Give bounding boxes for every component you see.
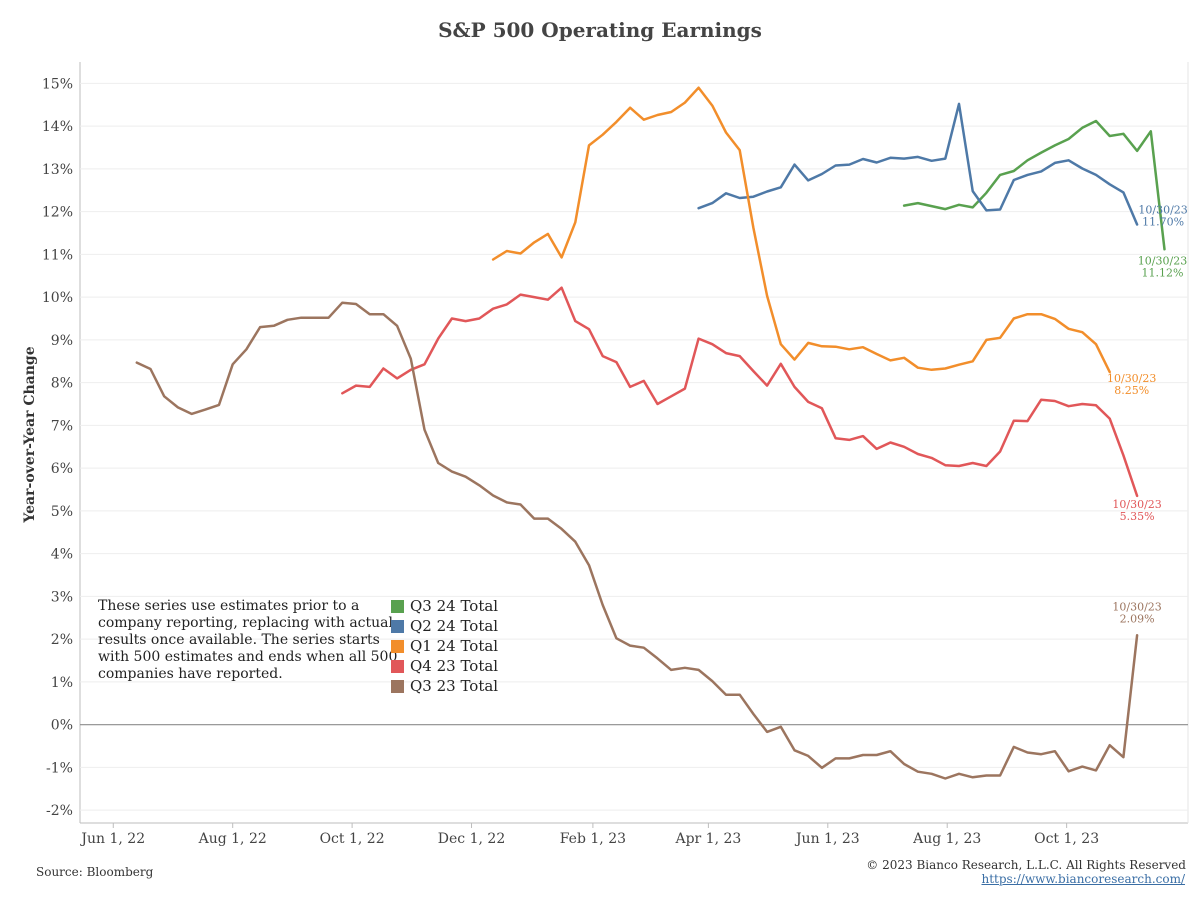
- legend-swatch-q3-23: [391, 679, 404, 693]
- x-tick-label: Jun 1, 23: [794, 831, 860, 847]
- series-line-q4-23-total: [341, 286, 1139, 498]
- legend-swatch-q1-24: [391, 639, 404, 653]
- y-tick-label: 5%: [51, 504, 73, 520]
- end-label-date: 10/30/23: [1107, 372, 1156, 385]
- y-tick-label: 6%: [51, 461, 73, 477]
- y-tick-label: 14%: [42, 119, 73, 135]
- series-line-q3-24-total: [902, 119, 1166, 251]
- legend-label-q2-24: Q2 24 Total: [410, 617, 499, 635]
- x-tick-label: Aug 1, 22: [198, 831, 267, 847]
- y-tick-label: 11%: [42, 247, 73, 263]
- legend-item: Q3 23 Total: [391, 676, 498, 696]
- end-label-date: 10/30/23: [1138, 254, 1187, 267]
- end-label-value: 8.25%: [1114, 384, 1149, 397]
- y-tick-label: 4%: [51, 547, 73, 563]
- y-tick-label: 15%: [42, 76, 73, 92]
- end-label-value: 11.70%: [1142, 215, 1184, 228]
- y-tick-label: 3%: [51, 589, 73, 605]
- x-tick-label: Feb 1, 23: [560, 831, 626, 847]
- source-note: Source: Bloomberg: [36, 865, 154, 879]
- legend-item: Q3 24 Total: [391, 596, 498, 616]
- legend-label-q4-23: Q4 23 Total: [410, 657, 499, 675]
- end-label-value: 11.12%: [1142, 266, 1184, 279]
- end-label-date: 10/30/23: [1138, 203, 1187, 216]
- end-label-value: 5.35%: [1120, 510, 1155, 523]
- legend-label-q1-24: Q1 24 Total: [410, 637, 499, 655]
- y-tick-label: 13%: [42, 162, 73, 178]
- y-tick-label: 8%: [51, 376, 73, 392]
- chart-title: S&P 500 Operating Earnings: [438, 18, 762, 42]
- y-tick-label: 0%: [51, 718, 73, 734]
- legend-label-q3-23: Q3 23 Total: [410, 677, 499, 695]
- y-axis-title: Year-over-Year Change: [22, 346, 38, 523]
- legend-label-q3-24: Q3 24 Total: [410, 597, 499, 615]
- y-tick-label: -1%: [46, 760, 73, 776]
- x-tick-label: Aug 1, 23: [912, 831, 981, 847]
- x-tick-label: Apr 1, 23: [674, 831, 741, 847]
- end-label-value: 2.09%: [1120, 612, 1155, 625]
- website-link[interactable]: https://www.biancoresearch.com/: [981, 872, 1185, 886]
- copyright-notice: © 2023 Bianco Research, L.L.C. All Right…: [866, 858, 1186, 872]
- methodology-note: These series use estimates prior to a co…: [98, 598, 398, 682]
- y-tick-label: 9%: [51, 333, 73, 349]
- series-line-q2-24-total: [697, 102, 1139, 226]
- legend: Q3 24 Total Q2 24 Total Q1 24 Total Q4 2…: [391, 596, 498, 696]
- legend-swatch-q3-24: [391, 599, 404, 613]
- y-tick-label: 1%: [51, 675, 73, 691]
- y-tick-label: 12%: [42, 205, 73, 221]
- legend-item: Q1 24 Total: [391, 636, 498, 656]
- legend-swatch-q2-24: [391, 619, 404, 633]
- end-label-date: 10/30/23: [1112, 498, 1161, 511]
- legend-item: Q4 23 Total: [391, 656, 498, 676]
- series-line-q3-23-total: [135, 301, 1139, 780]
- y-tick-label: 7%: [51, 418, 73, 434]
- end-label-date: 10/30/23: [1112, 600, 1161, 613]
- legend-swatch-q4-23: [391, 659, 404, 673]
- x-tick-label: Oct 1, 22: [320, 831, 385, 847]
- x-tick-label: Oct 1, 23: [1034, 831, 1099, 847]
- series-line-q1-24-total: [491, 86, 1111, 374]
- x-tick-label: Dec 1, 22: [438, 831, 505, 847]
- y-tick-label: 10%: [42, 290, 73, 306]
- y-tick-label: 2%: [51, 632, 73, 648]
- legend-item: Q2 24 Total: [391, 616, 498, 636]
- y-tick-label: -2%: [46, 803, 73, 819]
- x-tick-label: Jun 1, 22: [79, 831, 145, 847]
